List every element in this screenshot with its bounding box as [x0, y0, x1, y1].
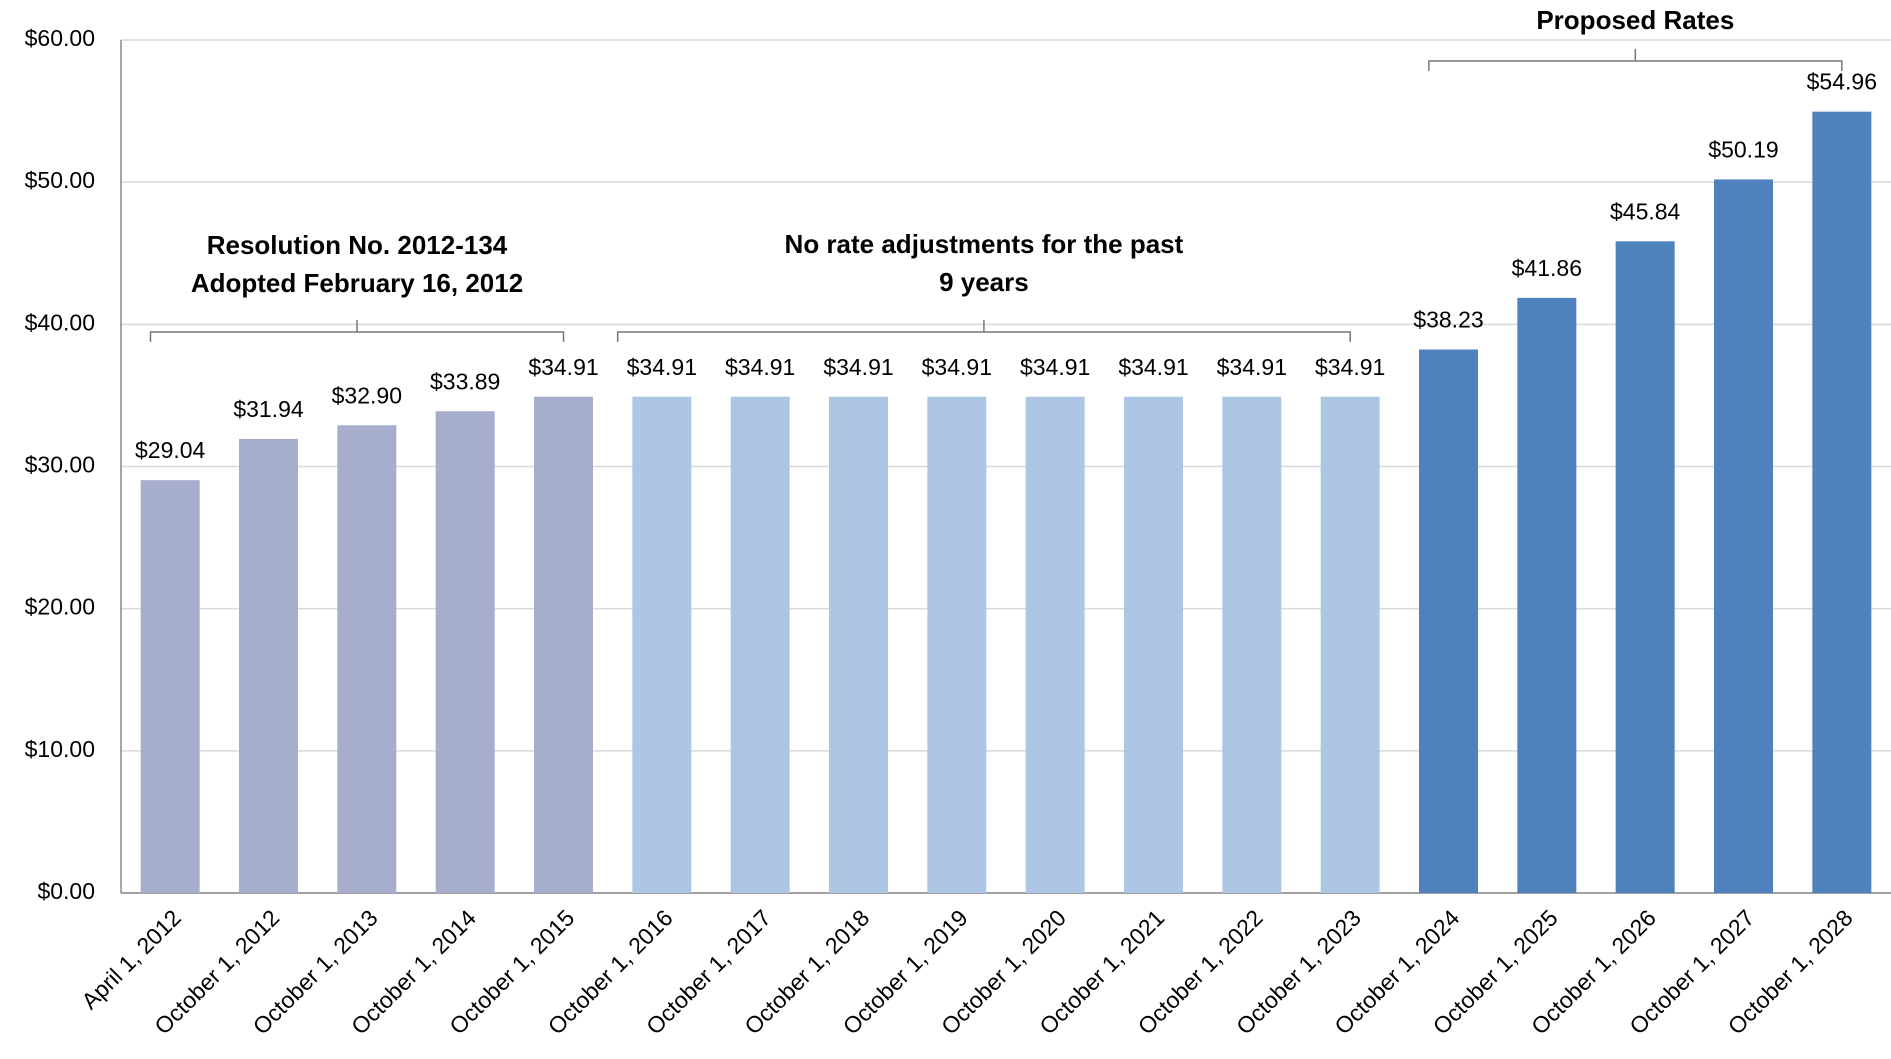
value-label: $54.96	[1807, 69, 1877, 95]
bracket	[616, 320, 1351, 342]
bar	[632, 396, 692, 893]
annotation: Resolution No. 2012-134	[207, 230, 508, 260]
y-tick-label: $40.00	[25, 309, 95, 335]
value-label: $29.04	[135, 437, 206, 463]
value-label: $41.86	[1512, 255, 1582, 281]
bar	[1517, 297, 1577, 893]
annotation: Adopted February 16, 2012	[191, 268, 523, 298]
bar	[1615, 241, 1675, 894]
bar	[1320, 396, 1380, 893]
bar	[1419, 349, 1478, 893]
value-label: $34.91	[1217, 354, 1287, 380]
y-tick-label: $30.00	[25, 452, 95, 478]
annotation: 9 years	[939, 267, 1029, 297]
bar	[140, 480, 200, 893]
value-label: $34.91	[922, 354, 992, 380]
bar	[239, 438, 298, 893]
value-label: $31.94	[233, 396, 304, 422]
value-label: $34.91	[1118, 354, 1188, 380]
bar	[337, 425, 397, 893]
y-tick-label: $60.00	[25, 25, 95, 51]
bar	[927, 396, 987, 893]
x-tick-label: April 1, 2012	[76, 904, 186, 1014]
annotation: No rate adjustments for the past	[785, 229, 1184, 259]
value-label: $38.23	[1413, 307, 1483, 333]
y-tick-label: $0.00	[37, 878, 95, 904]
value-label: $34.91	[1315, 354, 1385, 380]
value-label: $45.84	[1610, 198, 1681, 224]
value-label: $32.90	[332, 382, 402, 408]
bar	[534, 396, 593, 893]
value-label: $34.91	[725, 354, 795, 380]
bar	[829, 396, 888, 893]
bar	[1025, 396, 1085, 893]
value-label: $34.91	[528, 354, 598, 380]
bracket	[149, 320, 565, 342]
value-label: $34.91	[823, 354, 893, 380]
annotation: Proposed Rates	[1536, 5, 1734, 35]
value-label: $33.89	[430, 368, 500, 394]
value-label: $50.19	[1708, 137, 1778, 163]
value-label: $34.91	[627, 354, 697, 380]
bar	[1124, 396, 1183, 893]
bar	[730, 396, 790, 893]
bar	[1812, 111, 1872, 894]
y-tick-label: $50.00	[25, 167, 95, 193]
bar	[435, 411, 495, 893]
y-tick-label: $20.00	[25, 594, 95, 620]
y-tick-label: $10.00	[25, 736, 95, 762]
bracket	[1428, 49, 1843, 71]
bar	[1222, 396, 1282, 893]
value-label: $34.91	[1020, 354, 1090, 380]
bar	[1714, 179, 1773, 893]
